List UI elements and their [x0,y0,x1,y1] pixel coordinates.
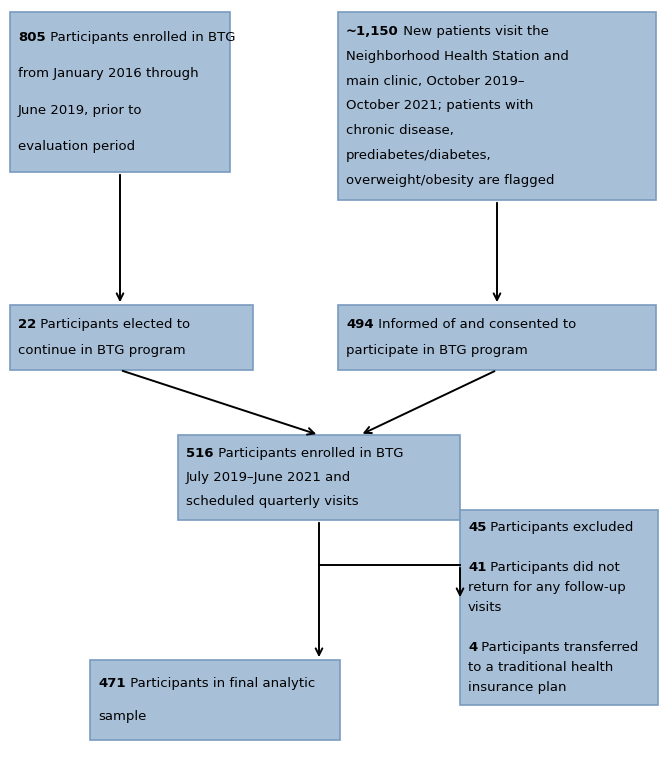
Text: continue in BTG program: continue in BTG program [18,344,186,357]
Text: visits: visits [468,601,502,614]
Text: Neighborhood Health Station and: Neighborhood Health Station and [346,50,569,62]
Text: from January 2016 through: from January 2016 through [18,67,198,80]
Text: evaluation period: evaluation period [18,140,135,153]
Bar [178,435,460,520]
Text: ~1,150: ~1,150 [346,25,399,38]
Text: to a traditional health: to a traditional health [468,661,613,674]
Text: Participants enrolled in BTG: Participants enrolled in BTG [214,447,403,460]
Bar [460,510,658,705]
Text: scheduled quarterly visits: scheduled quarterly visits [186,495,358,507]
Text: June 2019, prior to: June 2019, prior to [18,104,143,117]
Text: overweight/obesity are flagged: overweight/obesity are flagged [346,174,555,187]
Text: main clinic, October 2019–: main clinic, October 2019– [346,75,525,88]
Text: 494: 494 [346,319,374,331]
Text: 41: 41 [468,561,486,574]
Text: 45: 45 [468,520,486,533]
Text: participate in BTG program: participate in BTG program [346,344,527,357]
Text: Participants enrolled in BTG: Participants enrolled in BTG [46,30,235,43]
Text: July 2019–June 2021 and: July 2019–June 2021 and [186,471,351,484]
Text: 805: 805 [18,30,46,43]
Text: 471: 471 [98,677,125,690]
Bar [10,12,230,172]
Text: Participants did not: Participants did not [486,561,620,574]
Text: insurance plan: insurance plan [468,681,567,694]
Text: return for any follow-up: return for any follow-up [468,581,626,594]
Bar [90,660,340,740]
Text: chronic disease,: chronic disease, [346,124,454,137]
Text: Participants excluded: Participants excluded [486,520,634,533]
Text: Participants in final analytic: Participants in final analytic [125,677,315,690]
Text: 516: 516 [186,447,214,460]
Text: New patients visit the: New patients visit the [399,25,549,38]
Text: 22: 22 [18,319,36,331]
Text: October 2021; patients with: October 2021; patients with [346,100,533,113]
Text: 4: 4 [468,641,478,655]
Text: Participants transferred: Participants transferred [478,641,639,655]
Bar [338,305,656,370]
Bar [338,12,656,200]
Text: sample: sample [98,710,147,723]
Text: Participants elected to: Participants elected to [36,319,190,331]
Text: Informed of and consented to: Informed of and consented to [374,319,576,331]
Bar [10,305,253,370]
Text: prediabetes/diabetes,: prediabetes/diabetes, [346,149,492,162]
